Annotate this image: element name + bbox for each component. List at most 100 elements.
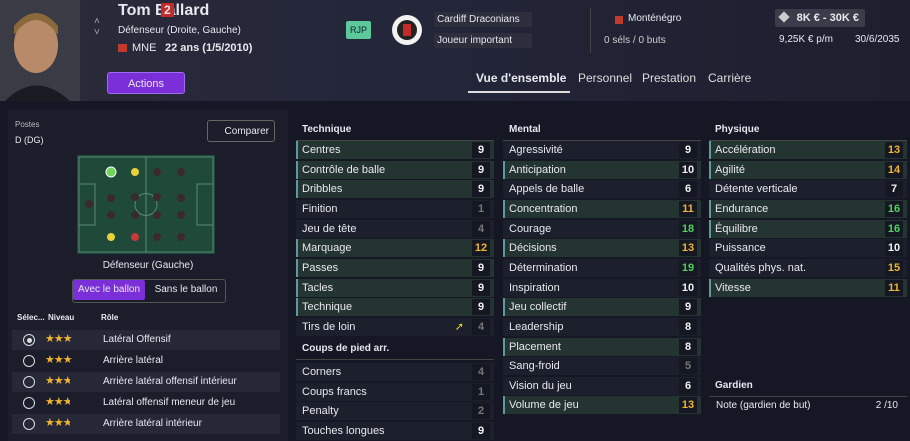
attribute-row: Accélération 13 [709,141,907,159]
attribute-row: Corners 4 [296,363,494,381]
attribute-name: Courage [509,222,552,235]
attribute-value: 6 [679,377,697,394]
nav-arrows[interactable]: ˄ ˅ [94,16,100,38]
section-rule [296,359,494,360]
attribute-value: 9 [679,299,697,316]
attribute-row: Équilibre 16 [709,219,907,238]
radio-dot [26,337,32,343]
attribute-name: Qualités phys. nat. [715,261,807,274]
attribute-name: Décisions [509,242,557,255]
attribute-name: Jeu de tête [302,222,357,235]
attribute-name: Centres [302,144,341,156]
attribute-value: 5 [679,358,697,375]
tab[interactable]: Vue d'ensemble [476,71,567,85]
wage: 9,25K € p/m [779,34,833,45]
section-title: Physique [715,124,760,135]
attribute-value: 7 [885,181,903,198]
attribute-row: Dribbles 9 [296,180,494,199]
role-row [12,414,280,434]
tab[interactable]: Prestation [642,71,697,85]
radio[interactable] [23,355,35,367]
tab[interactable]: Personnel [578,71,633,85]
toggle-button[interactable]: Sans le ballon [154,284,218,295]
attribute-value: 8 [679,318,697,335]
attribute-name: Endurance [715,202,769,215]
attribute-name: Dribbles [302,183,343,196]
header: ˄ ˅ Tom Ballard 2 Défenseur (Droite, Gauc… [0,0,910,101]
actions-button[interactable]: Actions [107,72,185,94]
attribute-name: Agilité [715,163,745,176]
attribute-name: Sang-froid [509,360,560,373]
attribute-row: Tacles 9 [296,278,494,297]
attribute-value: 13 [679,397,697,414]
country: Monténégro [628,13,682,24]
attribute-value: 9 [472,181,490,198]
attribute-value: 10 [885,240,903,257]
attribute-row: Détermination 19 [503,258,701,277]
attribute-name: Appels de balle [509,183,585,196]
column-header: Niveau [48,313,75,322]
stars: ★★★ [45,396,70,408]
role-name: Arrière latéral offensif intérieur [103,376,237,387]
attribute-row: Coups francs 1 [296,382,494,401]
attribute-row: Appels de balle 6 [503,180,701,199]
selected-position: Défenseur (Gauche) [102,260,194,271]
attribute-value: 10 [679,279,697,296]
pitch [77,155,215,254]
caps: 0 séls / 0 buts [604,35,666,46]
role-name: Arrière latéral [103,355,164,366]
stars: ★★★ [45,354,73,366]
attribute-row: Agilité 14 [709,160,907,179]
player-photo [0,0,80,101]
attribute-row: Placement 8 [503,337,701,356]
column-header: Sélec... [17,313,45,322]
compare-button[interactable]: Comparer [207,120,275,142]
attribute-value: 11 [679,200,697,217]
attribute-name: Leadership [509,320,564,333]
section-rule [503,140,701,141]
attribute-name: Accélération [715,144,776,156]
role-name: Latéral Offensif [103,334,171,345]
player-position: Défenseur (Droite, Gauche) [118,25,241,36]
tab[interactable]: Carrière [708,71,752,85]
badge: RJP [346,21,372,39]
attribute-name: Puissance [715,242,766,255]
radio[interactable] [23,397,35,409]
attribute-name: Jeu collectif [509,301,567,314]
radio[interactable] [23,334,35,346]
club-name[interactable]: Cardiff Draconians [434,12,532,27]
toggle-button[interactable]: Avec le ballon [73,280,145,300]
shirt-number: 2 [161,3,174,17]
attribute-name: Inspiration [509,281,560,294]
attribute-value: 6 [679,181,697,198]
attribute-row: Anticipation 10 [503,160,701,179]
attribute-row: Tirs de loin 4 ➚ [296,317,494,336]
attribute-row: Vision du jeu 6 [503,376,701,395]
toggle [72,279,226,303]
attribute-row: Inspiration 10 [503,278,701,297]
value: 8K € - 30K € [775,9,865,27]
attribute-name: Finition [302,202,338,215]
attribute-value: 18 [679,220,697,237]
radio[interactable] [23,376,35,388]
attribute-value: 9 [472,422,490,439]
attribute-name: Vision du jeu [509,379,572,392]
attribute-name: Agressivité [509,144,563,156]
section-rule [709,140,907,141]
attribute-value: 14 [885,161,903,178]
positions-panel: Postes D (DG) Comparer Défenseur (Gauche… [8,110,288,441]
attribute-name: Contrôle de balle [302,163,386,176]
attribute-row: Contrôle de balle 9 [296,160,494,179]
attribute-row: Centres 9 [296,141,494,159]
attribute-name: Détermination [509,261,578,274]
attribute-value: 4 [472,220,490,237]
column-header: Rôle [101,313,119,322]
section-title: Mental [509,124,541,135]
trend-arrow: ➚ [454,320,464,333]
radio[interactable] [23,418,35,430]
attribute-name: Concentration [509,202,578,215]
position-code: D (DG) [15,135,44,145]
attribute-name: Détente verticale [715,183,798,196]
attribute-row: Courage 18 [503,219,701,238]
divider [590,8,591,53]
